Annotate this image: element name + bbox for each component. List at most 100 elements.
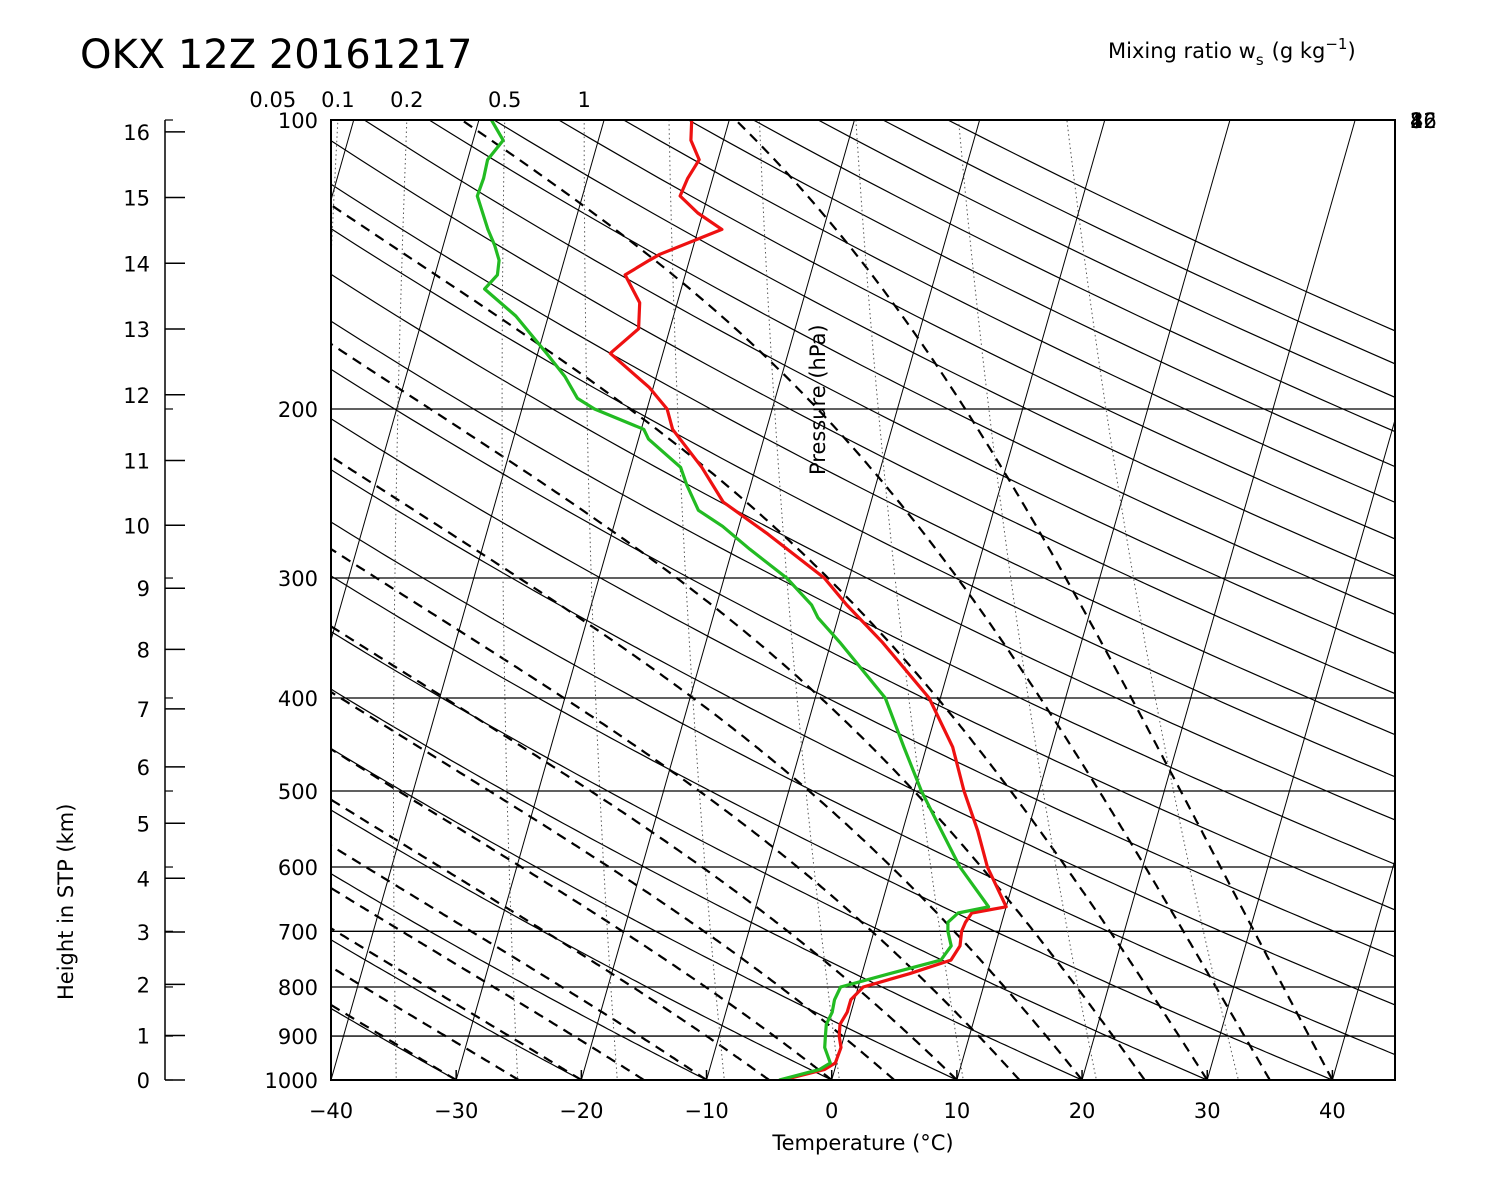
isotherm-line <box>0 120 229 1080</box>
moist-adiabat-line <box>331 747 833 1080</box>
moist-adiabat-line <box>331 203 1209 1080</box>
dry-adiabat-line <box>331 183 1395 736</box>
height-tick-label: 15 <box>123 187 150 211</box>
height-tick-label: 5 <box>137 812 150 836</box>
temperature-tick-label: −40 <box>309 1099 353 1123</box>
dry-adiabat-line <box>331 139 1395 695</box>
temperature-tick-label: 40 <box>1319 1099 1346 1123</box>
isotherm-line <box>956 120 1231 1080</box>
dry-adiabat-line <box>331 227 1395 778</box>
mixing-ratio-top-label: 1 <box>578 88 591 112</box>
mixing-ratio-line <box>583 120 618 1080</box>
pressure-tick-label: 600 <box>278 856 318 880</box>
dry-adiabat-line <box>492 120 1395 577</box>
temperature-tick-label: −10 <box>684 1099 728 1123</box>
height-tick-label: 8 <box>137 638 150 662</box>
isotherm-line <box>455 120 730 1080</box>
dry-adiabat-line <box>331 320 1395 865</box>
height-tick-label: 7 <box>137 698 150 722</box>
isotherm-line <box>331 120 480 642</box>
dry-adiabat-line <box>331 630 1209 1080</box>
dry-adiabat-line <box>816 120 1395 398</box>
height-tick-label: 0 <box>137 1069 150 1093</box>
pressure-tick-label: 100 <box>278 109 318 133</box>
pressure-tick-label: 700 <box>278 920 318 944</box>
isotherm-line <box>331 120 605 1080</box>
pressure-tick-label: 200 <box>278 398 318 422</box>
temperature-tick-label: 30 <box>1194 1099 1221 1123</box>
height-axis-label: Height in STP (km) <box>54 804 78 1000</box>
isotherm-line <box>0 120 103 1080</box>
mixing-ratio-line <box>331 120 339 271</box>
moist-adiabat-line <box>734 120 1334 1080</box>
pressure-tick-label: 300 <box>278 567 318 591</box>
mixing-ratio-right-label: 2 <box>1410 109 1423 133</box>
height-tick-label: 11 <box>123 450 150 474</box>
mixing-ratio-top-label: 0.05 <box>249 88 296 112</box>
mixing-ratio-title: Mixing ratio ws (g kg−1) <box>1108 35 1356 69</box>
dry-adiabat-line <box>331 468 1395 1006</box>
dry-adiabat-line <box>331 368 1395 911</box>
mixing-ratio-line <box>957 120 1097 1080</box>
moist-adiabat-line <box>331 690 895 1080</box>
mixing-ratio-line <box>1066 120 1239 1080</box>
background-grid <box>0 120 1395 1080</box>
mixing-ratio-right-label: 16 <box>1410 109 1437 133</box>
dry-adiabat-line <box>363 120 1395 655</box>
dry-adiabat-line <box>428 120 1395 616</box>
height-tick-label: 6 <box>137 756 150 780</box>
mixing-ratio-right-label: 32 <box>1410 109 1437 133</box>
dry-adiabat-line <box>622 120 1395 503</box>
mixing-ratio-line <box>668 120 725 1080</box>
moist-adiabat-line <box>331 342 1146 1080</box>
pressure-tick-label: 1000 <box>265 1069 318 1093</box>
dewpoint-profile <box>475 120 991 1080</box>
isotherm-line <box>1206 418 1395 1080</box>
moist-adiabat-line <box>331 798 770 1080</box>
dry-adiabat-line <box>331 873 708 1080</box>
temperature-axis-label: Temperature (°C) <box>771 1131 953 1155</box>
isotherm-line <box>1331 858 1395 1080</box>
temperature-tick-label: −20 <box>559 1099 603 1123</box>
temperature-profile <box>608 120 1008 1080</box>
isotherm-line <box>1081 120 1356 1080</box>
pressure-tick-label: 500 <box>278 780 318 804</box>
height-tick-label: 16 <box>123 121 150 145</box>
temperature-tick-label: 10 <box>944 1099 971 1123</box>
height-tick-label: 3 <box>137 921 150 945</box>
dry-adiabat-line <box>687 120 1395 468</box>
axes: −40 −30 −20 −10 0 10 20 30 40 1000 900 800 700 600 500… <box>123 88 1436 1123</box>
mixing-ratio-top-label: 0.5 <box>488 88 521 112</box>
temperature-tick-label: −30 <box>434 1099 478 1123</box>
dry-adiabat-line <box>331 688 1084 1080</box>
moist-adiabat-line <box>331 1003 457 1080</box>
temperature-tick-label: 20 <box>1069 1099 1096 1123</box>
isotherm-line <box>580 120 855 1080</box>
mixing-ratio-right-label: 4 <box>1410 109 1423 133</box>
height-tick-label: 4 <box>137 867 150 891</box>
isotherm-line <box>831 120 1106 1080</box>
moist-adiabat-line <box>331 625 958 1080</box>
height-tick-label: 12 <box>123 384 150 408</box>
dry-adiabat-line <box>946 120 1395 332</box>
mixing-ratio-line <box>501 120 519 1080</box>
mixing-ratio-line <box>393 120 408 1080</box>
dry-adiabat-line <box>331 1007 458 1080</box>
plot-frame <box>330 119 1396 1081</box>
pressure-tick-label: 800 <box>278 976 318 1000</box>
moist-adiabat-line <box>461 120 1271 1080</box>
height-tick-label: 1 <box>137 1024 150 1048</box>
dry-adiabat-line <box>752 120 1395 433</box>
pressure-axis-label: Pressure (hPa) <box>806 324 830 475</box>
mixing-ratio-right-label: 8 <box>1410 109 1423 133</box>
moist-adiabat-line <box>331 455 1083 1080</box>
mixing-ratio-top-label: 0.2 <box>390 88 423 112</box>
height-tick-label: 14 <box>123 252 150 276</box>
height-tick-label: 2 <box>137 973 150 997</box>
pressure-tick-label: 900 <box>278 1025 318 1049</box>
dry-adiabat-line <box>331 809 834 1080</box>
sounding-profiles <box>475 120 1008 1080</box>
dry-adiabat-line <box>557 120 1395 540</box>
